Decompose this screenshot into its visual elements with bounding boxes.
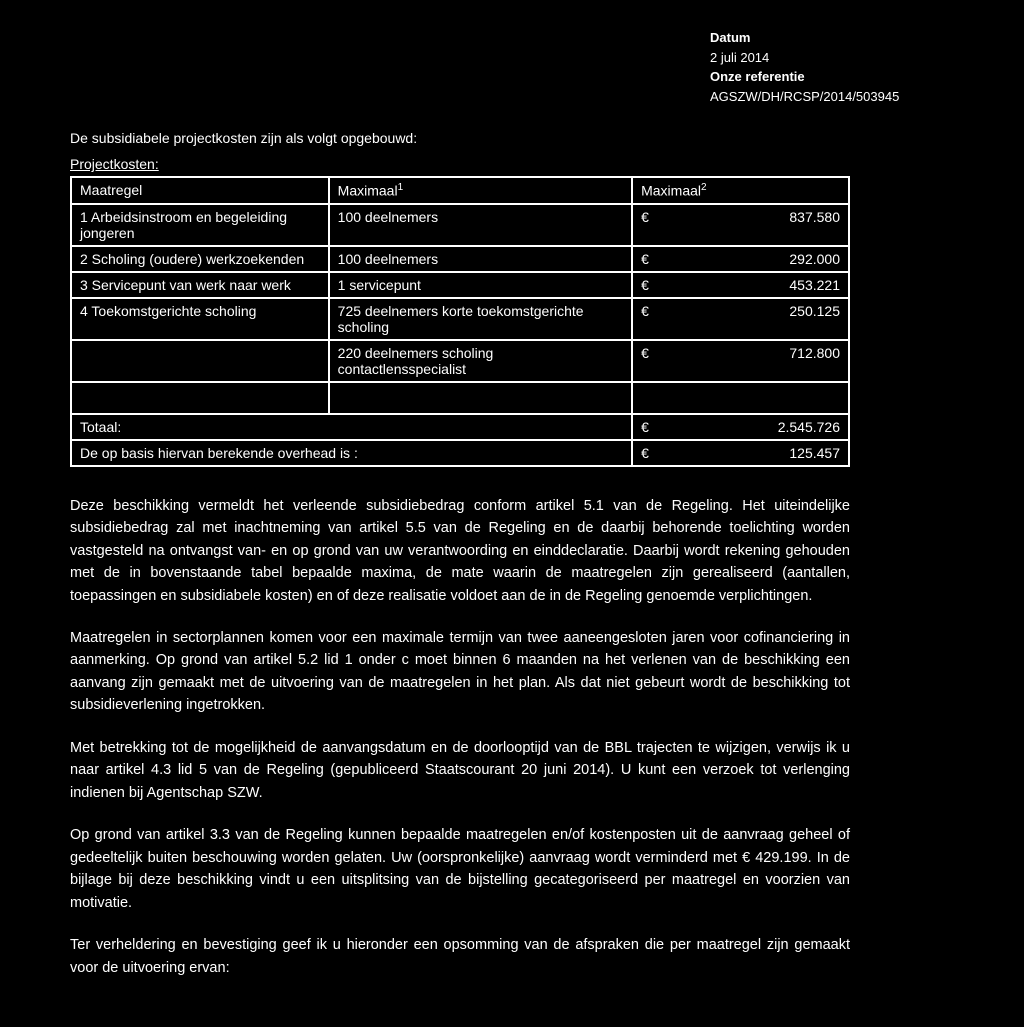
project-costs-table: Maatregel Maximaal1 Maximaal2 1 Arbeidsi… — [70, 176, 850, 467]
empty-row — [71, 382, 849, 414]
intro-line: De subsidiabele projectkosten zijn als v… — [70, 130, 976, 146]
cell-amount: €292.000 — [632, 246, 849, 272]
cell-max1: 1 servicepunt — [329, 272, 632, 298]
paragraph-1: Deze beschikking vermeldt het verleende … — [70, 495, 850, 607]
table-row: 4 Toekomstgerichte scholing725 deelnemer… — [71, 298, 849, 340]
overhead-amount: €125.457 — [632, 440, 849, 466]
cell-maatregel — [71, 340, 329, 382]
cell-max1: 725 deelnemers korte toekomstgerichte sc… — [329, 298, 632, 340]
table-row: 220 deelnemers scholing contactlensspeci… — [71, 340, 849, 382]
col-header-maatregel: Maatregel — [71, 177, 329, 204]
table-title: Projectkosten: — [70, 156, 976, 172]
cell-max1: 100 deelnemers — [329, 204, 632, 246]
cell-maatregel: 4 Toekomstgerichte scholing — [71, 298, 329, 340]
overhead-row: De op basis hiervan berekende overhead i… — [71, 440, 849, 466]
total-amount: €2.545.726 — [632, 414, 849, 440]
total-label: Totaal: — [71, 414, 632, 440]
overhead-label: De op basis hiervan berekende overhead i… — [71, 440, 632, 466]
col-header-max1: Maximaal1 — [329, 177, 632, 204]
cell-max1: 100 deelnemers — [329, 246, 632, 272]
reference-value: AGSZW/DH/RCSP/2014/503945 — [710, 87, 976, 107]
table-row: 2 Scholing (oudere) werkzoekenden100 dee… — [71, 246, 849, 272]
cell-maatregel: 1 Arbeidsinstroom en begeleiding jongere… — [71, 204, 329, 246]
paragraph-3: Met betrekking tot de mogelijkheid de aa… — [70, 737, 850, 804]
table-row: 1 Arbeidsinstroom en begeleiding jongere… — [71, 204, 849, 246]
paragraph-2: Maatregelen in sectorplannen komen voor … — [70, 627, 850, 717]
table-row: 3 Servicepunt van werk naar werk1 servic… — [71, 272, 849, 298]
cell-max1: 220 deelnemers scholing contactlensspeci… — [329, 340, 632, 382]
cell-maatregel: 3 Servicepunt van werk naar werk — [71, 272, 329, 298]
letter-header: Datum 2 juli 2014 Onze referentie AGSZW/… — [710, 28, 976, 106]
total-row: Totaal: €2.545.726 — [71, 414, 849, 440]
cell-amount: €453.221 — [632, 272, 849, 298]
cell-amount: €837.580 — [632, 204, 849, 246]
col-header-max2: Maximaal2 — [632, 177, 849, 204]
cell-maatregel: 2 Scholing (oudere) werkzoekenden — [71, 246, 329, 272]
reference-label: Onze referentie — [710, 67, 976, 87]
cell-amount: €712.800 — [632, 340, 849, 382]
paragraph-5: Ter verheldering en bevestiging geef ik … — [70, 934, 850, 979]
date-label: Datum — [710, 28, 976, 48]
cell-amount: €250.125 — [632, 298, 849, 340]
date-value: 2 juli 2014 — [710, 48, 976, 68]
paragraph-4: Op grond van artikel 3.3 van de Regeling… — [70, 824, 850, 914]
